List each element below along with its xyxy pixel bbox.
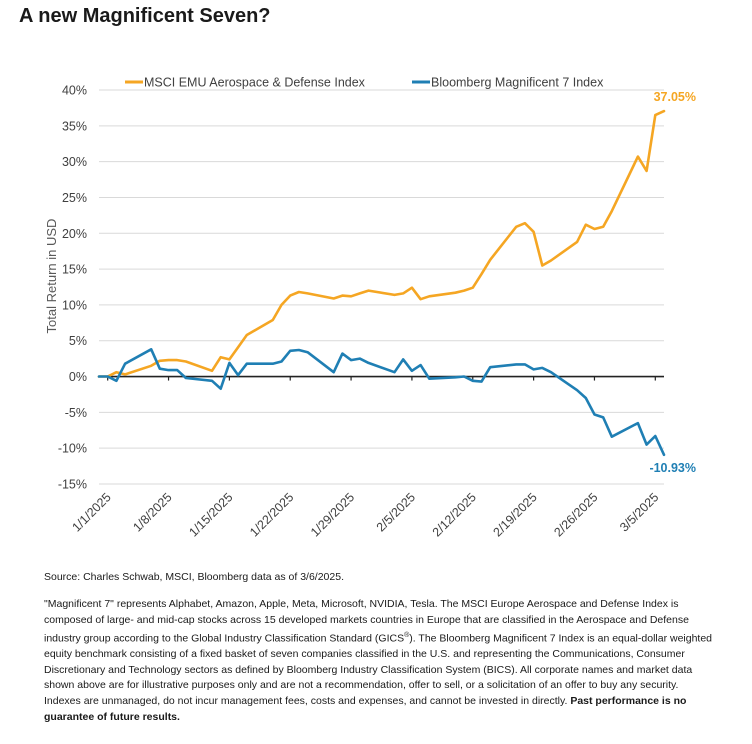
- x-tick-label: 3/5/2025: [617, 490, 661, 534]
- x-tick-label: 2/19/2025: [491, 490, 540, 539]
- x-tick-label: 1/8/2025: [130, 490, 174, 534]
- y-tick-label: 15%: [62, 263, 87, 277]
- y-tick-label: 5%: [69, 334, 87, 348]
- y-tick-labels: 40% 35% 30% 25% 20% 15% 10% 5% 0% -5% -10% -15%: [58, 84, 87, 492]
- x-tick-label: 2/26/2025: [551, 490, 600, 539]
- legend-label-1: MSCI EMU Aerospace & Defense Index: [144, 76, 366, 90]
- x-tick-label: 1/1/2025: [69, 490, 113, 534]
- y-tick-label: -5%: [65, 406, 87, 420]
- source-note: Source: Charles Schwab, MSCI, Bloomberg …: [44, 571, 344, 583]
- y-tick-label: -15%: [58, 478, 87, 492]
- notes-text-2: ). The Bloomberg Magnificent 7 Index is …: [44, 632, 713, 708]
- x-tick-label: 2/12/2025: [430, 490, 479, 539]
- y-tick-label: 35%: [62, 119, 87, 133]
- performance-disclaimer: Past performance is no guarantee of futu…: [44, 695, 687, 723]
- series-lines: [97, 109, 666, 457]
- y-tick-label: 20%: [62, 227, 87, 241]
- y-tick-label: -10%: [58, 442, 87, 456]
- line-chart: 40% 35% 30% 25% 20% 15% 10% 5% 0% -5% -10% -15% 1/1…: [44, 76, 696, 540]
- series-line-1: [97, 109, 666, 378]
- x-tick-label: 1/22/2025: [247, 490, 296, 539]
- legend: MSCI EMU Aerospace & Defense Index Bloomb…: [125, 76, 604, 90]
- disclosure-notes: "Magnificent 7" represents Alphabet, Ama…: [44, 597, 714, 725]
- legend-label-2: Bloomberg Magnificent 7 Index: [431, 76, 604, 90]
- x-tick-labels: 1/1/2025 1/8/2025 1/15/2025 1/22/2025 1/29/2…: [69, 490, 661, 539]
- end-labels: 37.05% -10.93%: [649, 90, 696, 475]
- y-tick-label: 30%: [62, 155, 87, 169]
- y-tick-label: 40%: [62, 84, 87, 98]
- series-line-2: [97, 347, 666, 457]
- x-tick-label: 2/5/2025: [374, 490, 418, 534]
- y-tick-label: 0%: [69, 370, 87, 384]
- y-tick-label: 10%: [62, 298, 87, 312]
- page-title: A new Magnificent Seven?: [19, 5, 271, 27]
- x-tick-label: 1/29/2025: [308, 490, 357, 539]
- end-label-1: 37.05%: [654, 90, 696, 104]
- notes-text-1: "Magnificent 7" represents Alphabet, Ama…: [44, 598, 689, 645]
- grid-lines: [99, 89, 664, 485]
- end-label-2: -10.93%: [649, 461, 696, 475]
- y-tick-label: 25%: [62, 191, 87, 205]
- registered-mark: ®: [404, 632, 410, 640]
- x-tick-label: 1/15/2025: [186, 490, 235, 539]
- y-axis-label: Total Return in USD: [44, 219, 59, 334]
